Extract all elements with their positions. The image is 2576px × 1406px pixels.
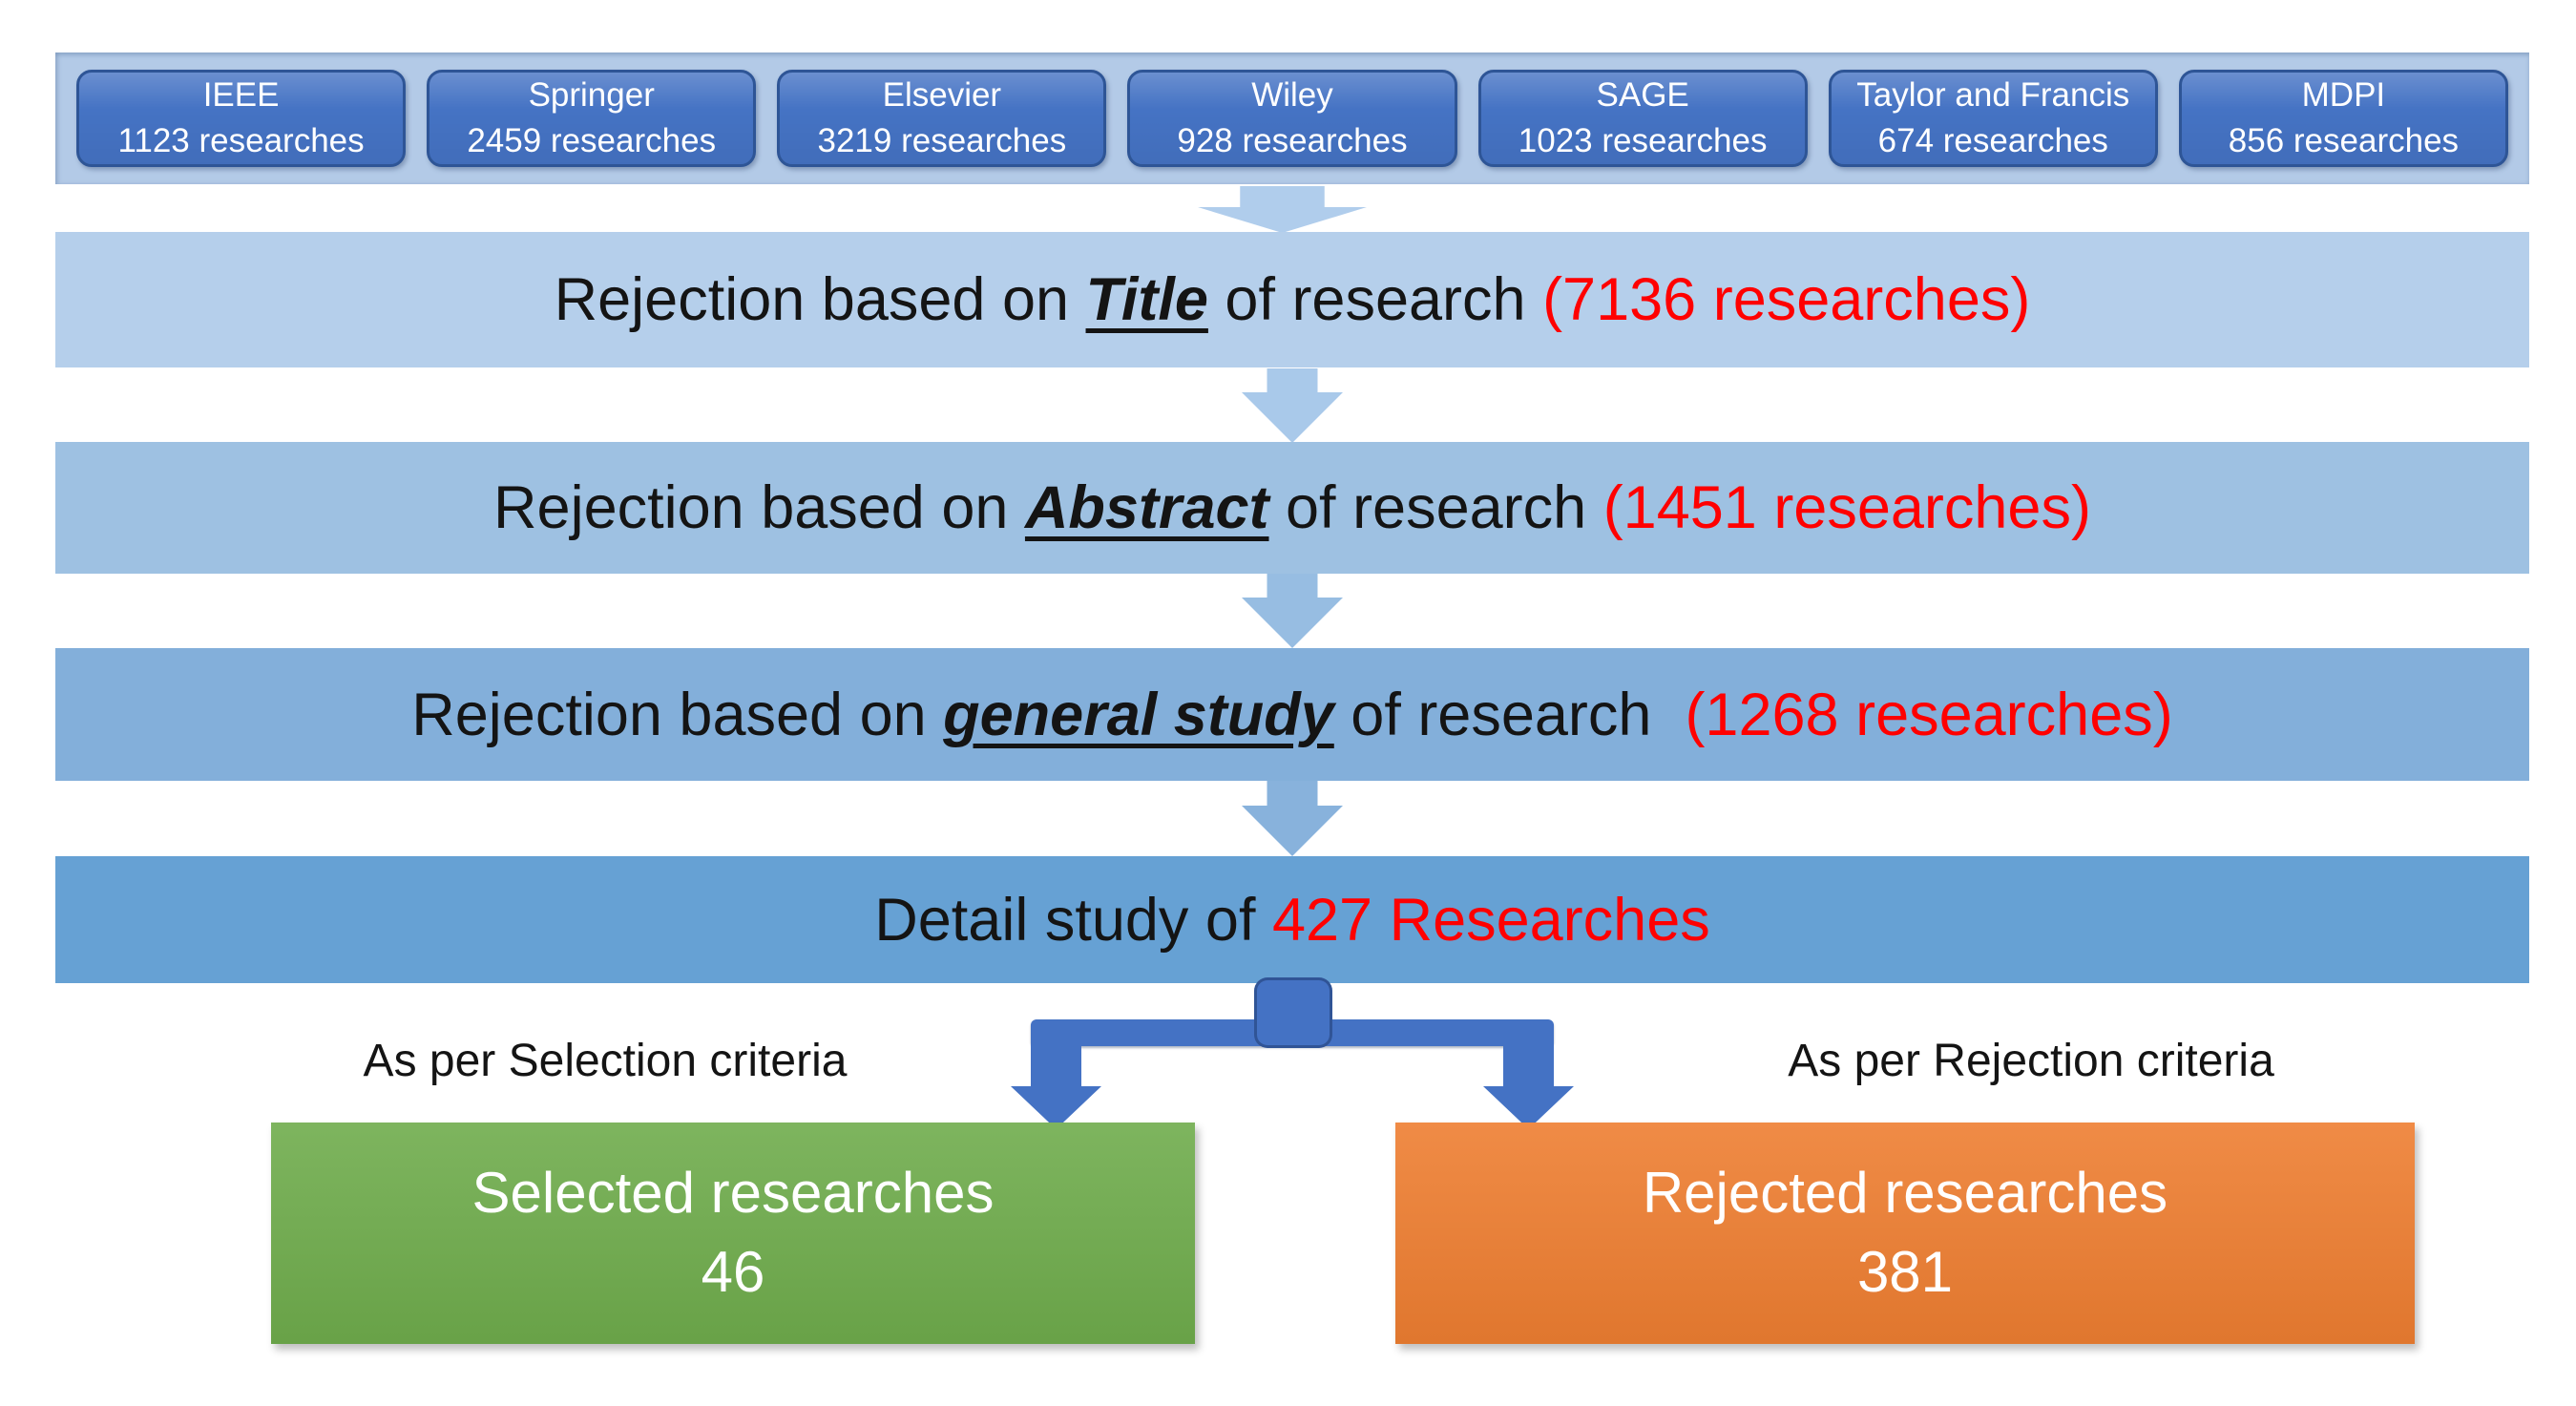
stage-band-abstract-rejection: Rejection based on Abstract of research … (55, 442, 2529, 574)
stage-band-title-rejection: Rejection based on Title of research (71… (55, 232, 2529, 367)
source-count: 1123 researches (117, 122, 365, 159)
stage-keyword: Title (1085, 266, 1208, 333)
stage-band-detail-study: Detail study of 427 Researches (55, 856, 2529, 983)
stage-text: Rejection based on (493, 474, 1025, 541)
source-box-elsevier: Elsevier 3219 researches (777, 70, 1107, 167)
source-name: MDPI (2301, 75, 2386, 114)
branch-connector-left-drop (1031, 1019, 1081, 1088)
source-name: Elsevier (882, 75, 1002, 114)
stage-text: Rejection based on (411, 681, 944, 748)
result-box-value: 46 (701, 1240, 765, 1304)
rejection-criteria-label: As per Rejection criteria (1788, 1036, 2274, 1086)
source-box-sage: SAGE 1023 researches (1477, 70, 1808, 167)
source-name: Taylor and Francis (1856, 75, 2130, 114)
source-count: 2459 researches (467, 122, 717, 159)
source-count: 3219 researches (817, 122, 1067, 159)
stage-count: (7136 researches) (1542, 266, 2031, 333)
stage-count: (1268 researches) (1685, 681, 2173, 748)
stage-keyword: Abstract (1024, 474, 1269, 541)
stage-text: of research (1333, 681, 1686, 748)
sources-band: IEEE 1123 researches Springer 2459 resea… (55, 52, 2529, 184)
stage-text: of research (1207, 266, 1543, 333)
source-count: 1023 researches (1518, 122, 1768, 159)
down-arrow-icon (1242, 781, 1343, 856)
source-box-springer: Springer 2459 researches (427, 70, 757, 167)
source-name: Springer (528, 75, 655, 114)
source-box-taylor-and-francis: Taylor and Francis 674 researches (1828, 70, 2158, 167)
branch-connector-right-drop (1503, 1019, 1554, 1088)
result-box-title: Selected researches (471, 1161, 995, 1226)
result-box-value: 381 (1856, 1240, 1954, 1304)
stage-count: (1451 researches) (1602, 474, 2091, 541)
source-name: SAGE (1596, 75, 1689, 114)
stage-text: of research (1268, 474, 1603, 541)
selected-researches-box: Selected researches 46 (271, 1123, 1195, 1344)
source-box-wiley: Wiley 928 researches (1127, 70, 1457, 167)
result-box-title: Rejected researches (1642, 1161, 2168, 1226)
rejected-researches-box: Rejected researches 381 (1395, 1123, 2415, 1344)
source-box-ieee: IEEE 1123 researches (76, 70, 407, 167)
source-count: 674 researches (1877, 122, 2108, 159)
down-arrow-icon (1198, 186, 1367, 233)
source-count: 928 researches (1177, 122, 1408, 159)
stage-keyword: general study (943, 681, 1334, 748)
source-name: Wiley (1251, 75, 1333, 114)
source-box-mdpi: MDPI 856 researches (2178, 70, 2508, 167)
down-arrow-icon (1242, 368, 1343, 443)
stage-count: 427 Researches (1271, 886, 1710, 954)
stage-text: Rejection based on (554, 266, 1086, 333)
stage-text: Detail study of (874, 886, 1272, 954)
selection-criteria-label: As per Selection criteria (363, 1036, 848, 1086)
source-count: 856 researches (2228, 122, 2460, 159)
branch-connector-stub (1254, 977, 1332, 1048)
source-name: IEEE (202, 75, 280, 114)
stage-band-general-study-rejection: Rejection based on general study of rese… (55, 648, 2529, 781)
down-arrow-icon (1242, 574, 1343, 648)
